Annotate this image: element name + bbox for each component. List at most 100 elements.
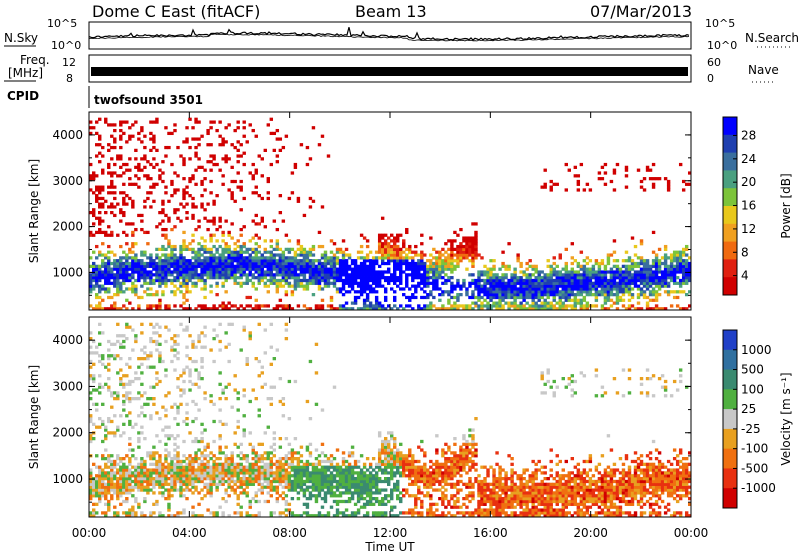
- heatmap-cell: [329, 261, 334, 266]
- heatmap-cell: [441, 259, 445, 263]
- heatmap-cell: [101, 230, 105, 235]
- heatmap-cell: [203, 334, 207, 338]
- heatmap-cell: [164, 394, 168, 398]
- heatmap-cell: [155, 411, 159, 415]
- heatmap-cell: [164, 497, 168, 501]
- heatmap-cell: [170, 278, 174, 283]
- heatmap-cell: [155, 434, 159, 438]
- heatmap-cell: [185, 259, 189, 263]
- heatmap-cell: [513, 284, 517, 288]
- heatmap-cell: [383, 307, 388, 311]
- heatmap-cell: [128, 137, 132, 141]
- heatmap-cell: [308, 485, 313, 489]
- heatmap-cell: [396, 261, 400, 266]
- heatmap-cell: [311, 253, 316, 257]
- heatmap-cell: [275, 479, 280, 484]
- heatmap-cell: [164, 339, 168, 344]
- heatmap-cell: [236, 445, 240, 449]
- heatmap-cell: [119, 120, 123, 124]
- heatmap-cell: [558, 256, 562, 260]
- heatmap-cell: [137, 505, 141, 509]
- heatmap-cell: [125, 256, 129, 260]
- heatmap-cell: [254, 307, 258, 311]
- heatmap-cell: [89, 351, 93, 355]
- heatmap-cell: [531, 293, 535, 297]
- heatmap-cell: [113, 259, 117, 263]
- heatmap-cell: [257, 465, 261, 469]
- heatmap-cell: [278, 270, 283, 274]
- heatmap-cell: [128, 422, 132, 426]
- heatmap-cell: [284, 482, 289, 486]
- heatmap-cell: [131, 222, 135, 226]
- heatmap-cell: [200, 468, 204, 472]
- heatmap-cell: [176, 514, 180, 518]
- heatmap-cell: [405, 230, 409, 235]
- heatmap-cell: [224, 290, 228, 294]
- heatmap-cell: [564, 247, 568, 251]
- heatmap-cell: [122, 422, 126, 426]
- heatmap-cell: [365, 244, 370, 249]
- heatmap-cell: [272, 278, 277, 283]
- heatmap-cell: [386, 236, 391, 240]
- heatmap-cell: [516, 293, 520, 297]
- heatmap-cell: [332, 457, 337, 461]
- heatmap-cell: [411, 259, 415, 263]
- heatmap-cell: [221, 451, 225, 455]
- heatmap-cell: [531, 307, 535, 311]
- heatmap-cell: [320, 205, 325, 209]
- heatmap-cell: [110, 145, 114, 150]
- heatmap-cell: [615, 287, 620, 291]
- heatmap-cell: [152, 267, 156, 271]
- colorbar-tick-label: 20: [741, 175, 756, 189]
- heatmap-cell: [510, 301, 514, 305]
- heatmap-cell: [248, 261, 252, 266]
- heatmap-cell: [429, 236, 433, 240]
- heatmap-cell: [164, 267, 168, 271]
- heatmap-cell: [612, 250, 617, 254]
- heatmap-cell: [302, 250, 307, 254]
- heatmap-cell: [245, 304, 249, 308]
- heatmap-cell: [386, 256, 391, 260]
- heatmap-cell: [260, 157, 264, 161]
- heatmap-cell: [426, 273, 430, 277]
- heatmap-cell: [513, 307, 517, 311]
- heatmap-cell: [224, 307, 228, 311]
- heatmap-cell: [606, 259, 611, 263]
- heatmap-cell: [609, 270, 614, 274]
- heatmap-cell: [92, 250, 96, 254]
- heatmap-cell: [570, 273, 575, 277]
- heatmap-cell: [167, 514, 171, 518]
- heatmap-cell: [269, 253, 274, 257]
- heatmap-cell: [597, 290, 602, 294]
- heatmap-cell: [447, 301, 451, 305]
- heatmap-cell: [278, 278, 283, 283]
- heatmap-cell: [116, 511, 120, 515]
- heatmap-cell: [266, 191, 270, 195]
- heatmap-cell: [480, 304, 484, 308]
- heatmap-cell: [272, 261, 277, 266]
- heatmap-cell: [143, 174, 147, 178]
- heatmap-cell: [257, 414, 261, 418]
- heatmap-cell: [495, 278, 499, 283]
- heatmap-cell: [278, 148, 283, 152]
- heatmap-cell: [323, 482, 328, 486]
- heatmap-cell: [684, 307, 689, 311]
- heatmap-cell: [305, 281, 310, 285]
- heatmap-cell: [624, 276, 629, 280]
- heatmap-cell: [122, 402, 126, 406]
- heatmap-cell: [167, 391, 171, 395]
- heatmap-cell: [347, 307, 352, 311]
- heatmap-cell: [107, 508, 111, 512]
- heatmap-cell: [411, 284, 415, 288]
- heatmap-cell: [317, 267, 322, 271]
- heatmap-cell: [308, 494, 313, 498]
- heatmap-cell: [191, 479, 195, 484]
- heatmap-cell: [305, 474, 310, 478]
- heatmap-cell: [98, 385, 102, 389]
- heatmap-cell: [116, 488, 120, 492]
- heatmap-cell: [383, 253, 388, 257]
- heatmap-cell: [296, 471, 301, 475]
- heatmap-cell: [564, 261, 568, 266]
- heatmap-cell: [257, 482, 261, 486]
- heatmap-cell: [471, 301, 475, 305]
